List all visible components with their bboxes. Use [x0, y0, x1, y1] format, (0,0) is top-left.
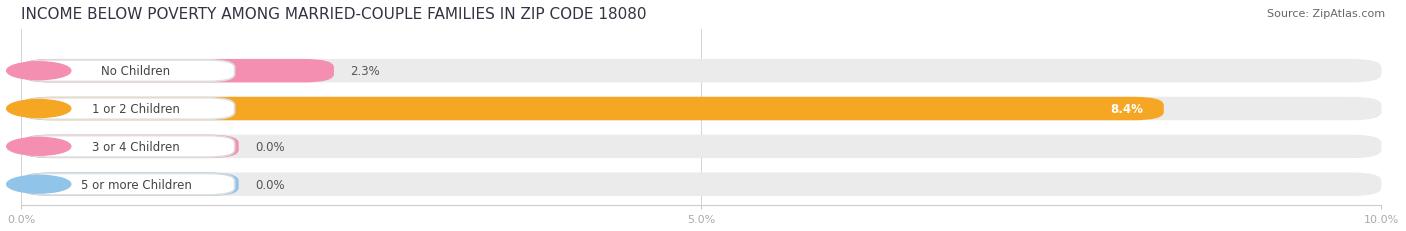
FancyBboxPatch shape — [21, 97, 1382, 121]
Text: 2.3%: 2.3% — [350, 65, 380, 78]
FancyBboxPatch shape — [24, 174, 235, 195]
FancyBboxPatch shape — [21, 60, 1382, 83]
Text: 3 or 4 Children: 3 or 4 Children — [93, 140, 180, 153]
FancyBboxPatch shape — [24, 136, 235, 158]
Text: INCOME BELOW POVERTY AMONG MARRIED-COUPLE FAMILIES IN ZIP CODE 18080: INCOME BELOW POVERTY AMONG MARRIED-COUPL… — [21, 7, 647, 22]
Text: 0.0%: 0.0% — [254, 140, 284, 153]
Circle shape — [7, 100, 70, 118]
FancyBboxPatch shape — [21, 60, 335, 83]
FancyBboxPatch shape — [21, 173, 239, 196]
Text: 1 or 2 Children: 1 or 2 Children — [91, 103, 180, 116]
Text: 5 or more Children: 5 or more Children — [80, 178, 191, 191]
Text: Source: ZipAtlas.com: Source: ZipAtlas.com — [1267, 9, 1385, 19]
Text: No Children: No Children — [101, 65, 170, 78]
Circle shape — [7, 176, 70, 193]
Text: 8.4%: 8.4% — [1111, 103, 1143, 116]
FancyBboxPatch shape — [24, 98, 235, 120]
FancyBboxPatch shape — [24, 61, 235, 82]
FancyBboxPatch shape — [21, 173, 1382, 196]
Circle shape — [7, 63, 70, 80]
FancyBboxPatch shape — [21, 97, 1164, 121]
FancyBboxPatch shape — [21, 135, 239, 158]
Circle shape — [7, 138, 70, 156]
FancyBboxPatch shape — [21, 135, 1382, 158]
Text: 0.0%: 0.0% — [254, 178, 284, 191]
